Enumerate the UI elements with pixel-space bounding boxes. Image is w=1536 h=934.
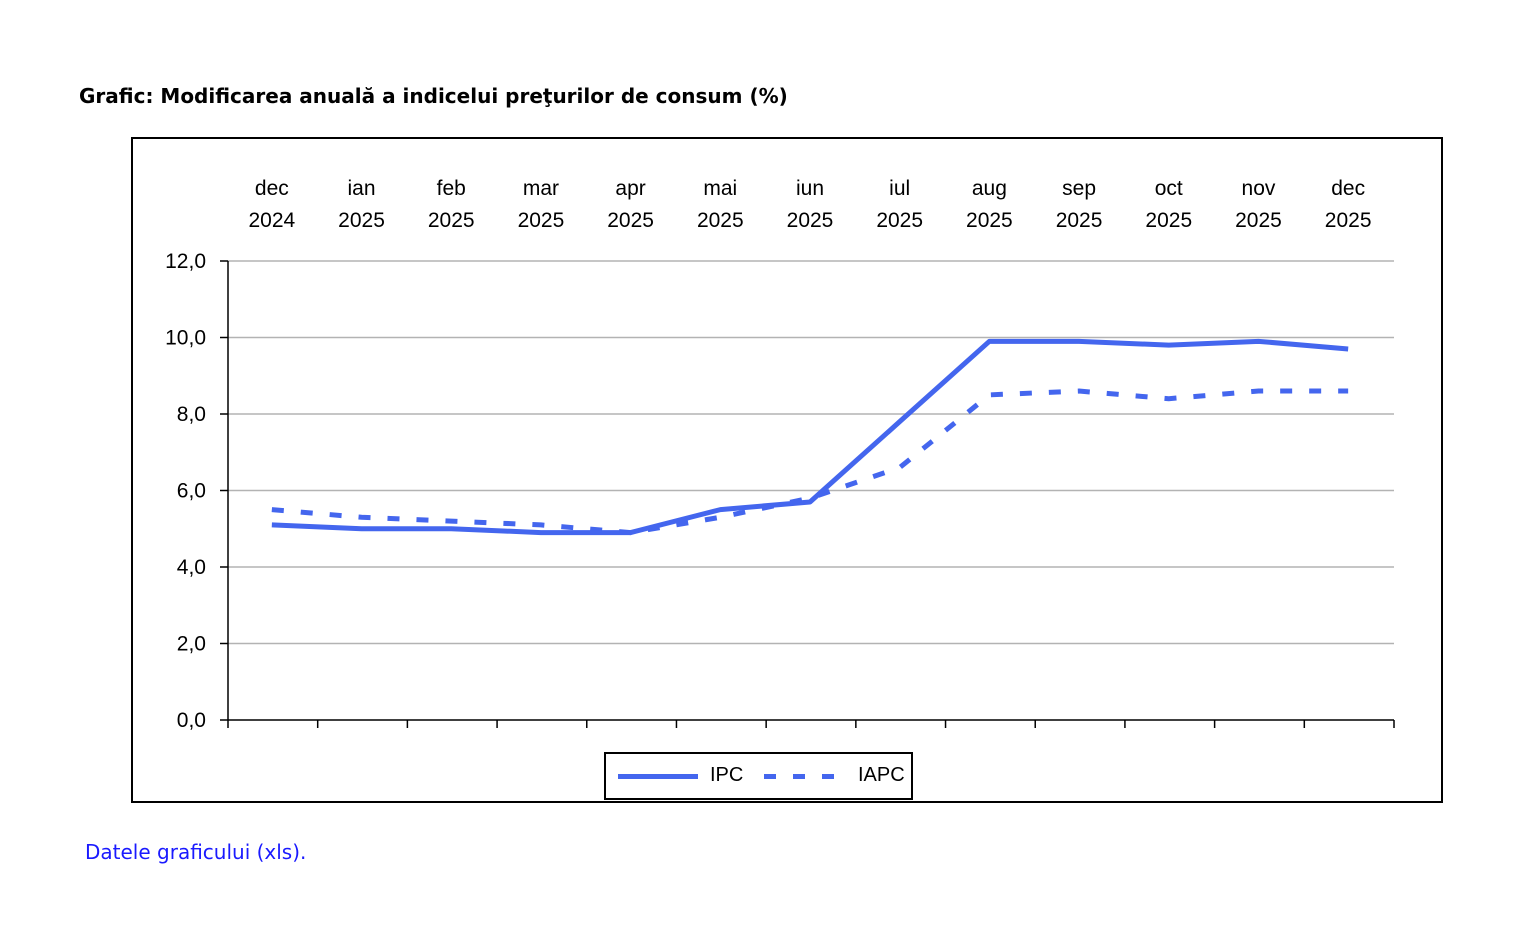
axes <box>220 260 1395 728</box>
y-tick-labels: 0,0 2,0 4,0 6,0 8,0 10,0 12,0 <box>165 250 206 732</box>
data-point-iapc-9 <box>1077 389 1082 394</box>
y-tick-label-5: 10,0 <box>165 327 206 350</box>
chart-frame <box>131 137 1443 803</box>
series-lines <box>269 338 1351 536</box>
x-tick-label-month-3: mar <box>523 177 559 200</box>
x-tick-label-month-8: aug <box>972 177 1007 200</box>
data-point-iapc-8 <box>987 392 992 397</box>
x-tick-label-month-7: iul <box>889 177 910 200</box>
data-point-ipc-2 <box>449 526 454 531</box>
x-tick-label-year-7: 2025 <box>876 209 923 232</box>
x-tick-label-year-8: 2025 <box>966 209 1013 232</box>
x-tick-label-year-2: 2025 <box>428 209 475 232</box>
y-tick-label-2: 4,0 <box>177 556 206 579</box>
x-tick-label-year-10: 2025 <box>1145 209 1192 232</box>
x-tick-label-year-3: 2025 <box>518 209 565 232</box>
x-tick-label-month-9: sep <box>1062 177 1096 200</box>
data-point-iapc-11 <box>1256 389 1261 394</box>
legend-swatch-ipc <box>618 774 698 779</box>
data-point-ipc-7 <box>897 419 902 424</box>
data-point-ipc-5 <box>718 507 723 512</box>
data-point-iapc-4 <box>628 530 633 535</box>
data-point-iapc-12 <box>1346 389 1351 394</box>
y-tick-label-1: 2,0 <box>177 633 206 656</box>
data-point-ipc-3 <box>538 530 543 535</box>
chart-title: Grafic: Modificarea anuală a indicelui p… <box>79 84 788 108</box>
x-tick-label-month-6: iun <box>796 177 824 200</box>
x-tick-label-month-4: apr <box>615 177 645 200</box>
data-point-iapc-5 <box>718 515 723 520</box>
data-point-iapc-2 <box>449 519 454 524</box>
gridlines <box>228 260 1394 645</box>
data-point-iapc-7 <box>897 465 902 470</box>
data-point-ipc-12 <box>1346 346 1351 351</box>
data-point-iapc-3 <box>538 522 543 527</box>
y-tick-label-4: 8,0 <box>177 403 206 426</box>
data-point-iapc-1 <box>359 515 364 520</box>
data-point-ipc-0 <box>269 522 274 527</box>
x-tick-label-month-12: dec <box>1331 177 1365 200</box>
data-point-ipc-10 <box>1166 343 1171 348</box>
x-tick-label-year-1: 2025 <box>338 209 385 232</box>
legend: IPC IAPC <box>604 752 913 800</box>
data-point-iapc-10 <box>1166 396 1171 401</box>
x-tick-label-month-1: ian <box>348 177 376 200</box>
y-tick-label-3: 6,0 <box>177 480 206 503</box>
data-point-iapc-6 <box>808 496 813 501</box>
y-tick-label-0: 0,0 <box>177 709 206 732</box>
y-tick-label-6: 12,0 <box>165 250 206 273</box>
x-tick-label-year-4: 2025 <box>607 209 654 232</box>
series-line-ipc <box>271 338 1349 536</box>
data-point-ipc-8 <box>987 339 992 344</box>
x-tick-label-month-5: mai <box>703 177 737 200</box>
x-tick-label-year-9: 2025 <box>1056 209 1103 232</box>
x-tick-label-month-11: nov <box>1242 177 1276 200</box>
data-point-ipc-1 <box>359 526 364 531</box>
x-tick-label-year-12: 2025 <box>1325 209 1372 232</box>
x-tick-label-month-0: dec <box>255 177 289 200</box>
x-tick-label-month-2: feb <box>437 177 466 200</box>
data-point-ipc-9 <box>1077 339 1082 344</box>
data-point-iapc-0 <box>269 507 274 512</box>
x-tick-label-year-11: 2025 <box>1235 209 1282 232</box>
legend-swatch-iapc <box>764 774 844 779</box>
series-line-iapc <box>271 388 1349 536</box>
legend-label-ipc: IPC <box>710 764 744 786</box>
x-tick-label-year-5: 2025 <box>697 209 744 232</box>
x-tick-label-year-0: 2024 <box>248 209 295 232</box>
x-tick-label-month-10: oct <box>1155 177 1183 200</box>
legend-label-iapc: IAPC <box>858 764 905 786</box>
chart-data-link[interactable]: Datele graficului (xls). <box>85 840 307 864</box>
data-point-ipc-11 <box>1256 339 1261 344</box>
x-tick-label-year-6: 2025 <box>787 209 834 232</box>
x-tick-labels: dec 2024 ian 2025 feb 2025 mar 2025 apr 2025 mai 20… <box>248 177 1371 232</box>
